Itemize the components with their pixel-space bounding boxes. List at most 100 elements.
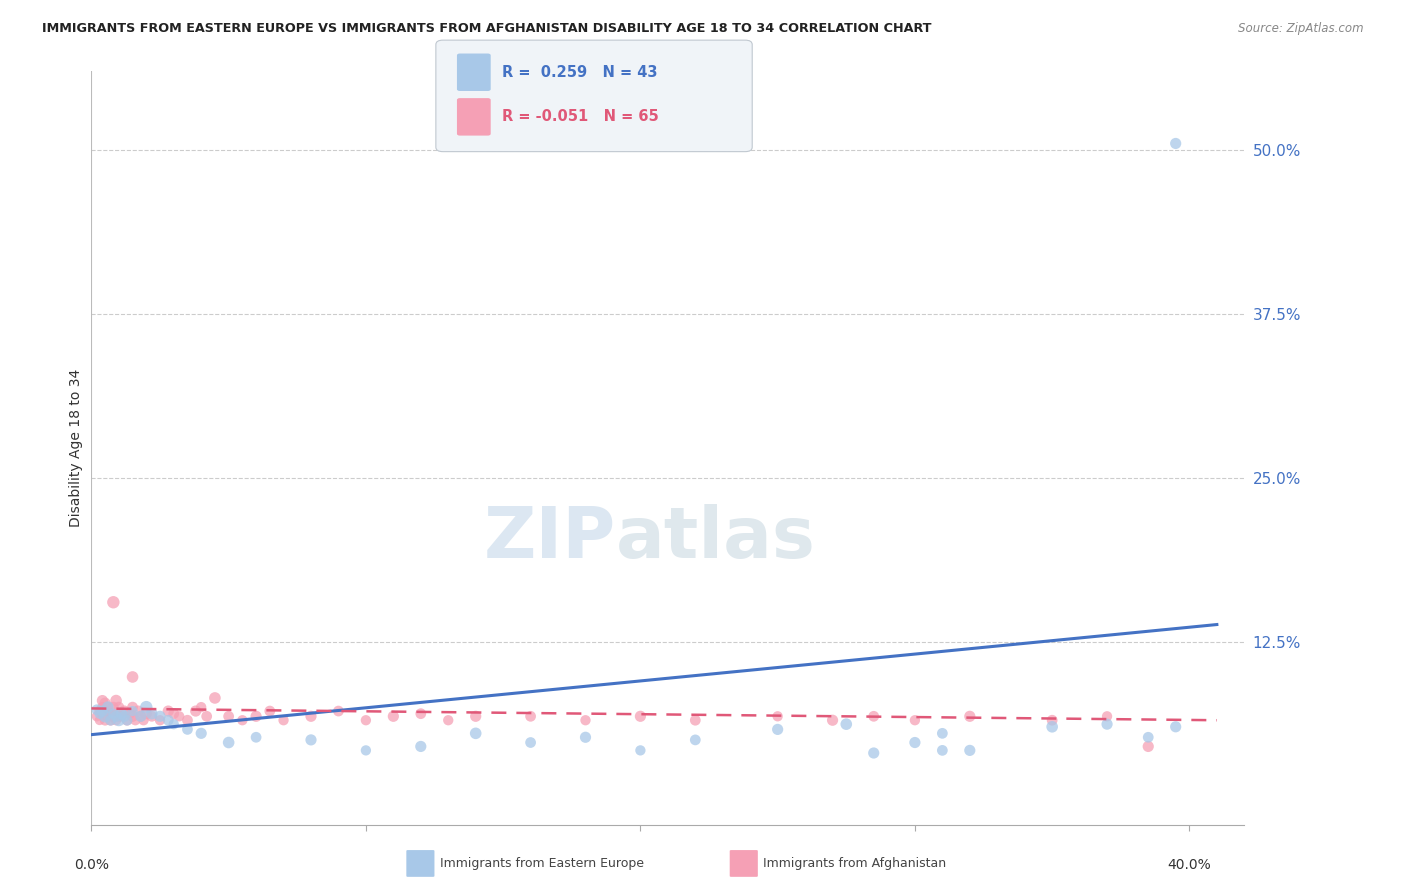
Point (124, 713, 146, 727)
Y-axis label: Disability Age 18 to 34: Disability Age 18 to 34 (69, 369, 83, 527)
Point (86, 703, 108, 717)
Point (105, 713, 128, 727)
Point (141, 709, 163, 723)
Point (110, 706, 132, 721)
Point (91, 704, 114, 718)
Point (97, 709, 120, 723)
Point (1040, 713, 1063, 727)
Point (1095, 709, 1118, 723)
Point (245, 709, 267, 723)
Point (176, 723, 198, 737)
Point (464, 726, 486, 740)
Point (141, 706, 163, 721)
Point (184, 704, 207, 718)
Point (149, 709, 172, 723)
Point (97, 700, 120, 714)
Point (1040, 720, 1063, 734)
Point (149, 713, 172, 727)
Point (135, 706, 157, 721)
Point (103, 595, 125, 609)
Point (628, 709, 651, 723)
Point (103, 709, 125, 723)
Point (1164, 136, 1187, 151)
Point (97, 700, 120, 714)
Point (89, 704, 111, 718)
Text: R = -0.051   N = 65: R = -0.051 N = 65 (502, 110, 658, 124)
Point (129, 709, 152, 723)
Point (121, 670, 143, 684)
Point (1137, 739, 1160, 754)
Point (354, 743, 377, 757)
Text: ZIP: ZIP (484, 504, 616, 574)
Point (231, 713, 253, 727)
Point (409, 739, 432, 754)
Point (204, 690, 226, 705)
Point (86, 709, 108, 723)
Point (1095, 717, 1118, 731)
Point (628, 743, 651, 757)
Text: 40.0%: 40.0% (1167, 858, 1212, 871)
Point (354, 713, 377, 727)
Point (112, 709, 135, 723)
Point (105, 693, 128, 707)
Text: 0.0%: 0.0% (75, 858, 108, 871)
Point (382, 709, 405, 723)
Point (519, 709, 541, 723)
Point (959, 743, 981, 757)
Point (110, 709, 132, 723)
Point (519, 735, 541, 749)
Point (89, 713, 111, 727)
Point (157, 704, 180, 718)
Point (862, 746, 884, 760)
Point (273, 713, 295, 727)
Point (100, 713, 122, 727)
Point (121, 700, 143, 714)
Point (167, 709, 190, 723)
Point (862, 709, 884, 723)
Point (127, 704, 149, 718)
Point (94, 713, 117, 727)
Text: IMMIGRANTS FROM EASTERN EUROPE VS IMMIGRANTS FROM AFGHANISTAN DISABILITY AGE 18 : IMMIGRANTS FROM EASTERN EUROPE VS IMMIGR… (42, 22, 932, 36)
Point (685, 732, 707, 747)
Point (1137, 731, 1160, 745)
Point (195, 709, 218, 723)
Point (94, 704, 117, 718)
Point (821, 713, 844, 727)
Point (245, 731, 267, 745)
Point (115, 713, 138, 727)
Point (904, 713, 927, 727)
Text: R =  0.259   N = 43: R = 0.259 N = 43 (502, 65, 658, 79)
Text: Immigrants from Eastern Europe: Immigrants from Eastern Europe (440, 857, 644, 870)
Point (132, 713, 155, 727)
Point (574, 731, 596, 745)
Point (112, 704, 135, 718)
Point (176, 713, 198, 727)
Point (157, 713, 180, 727)
Point (91, 693, 114, 707)
Point (1164, 720, 1187, 734)
Point (135, 700, 157, 714)
Point (766, 723, 789, 737)
Point (163, 706, 186, 721)
Point (118, 706, 141, 721)
Point (89, 706, 111, 721)
Point (190, 726, 212, 740)
Point (218, 709, 240, 723)
Point (108, 713, 131, 727)
Point (835, 717, 858, 731)
Text: Source: ZipAtlas.com: Source: ZipAtlas.com (1239, 22, 1364, 36)
Point (959, 709, 981, 723)
Point (464, 709, 486, 723)
Point (129, 709, 152, 723)
Point (409, 706, 432, 721)
Point (100, 713, 122, 727)
Point (115, 713, 138, 727)
Point (121, 704, 143, 718)
Point (108, 709, 131, 723)
Point (766, 709, 789, 723)
Point (163, 717, 186, 731)
Text: Immigrants from Afghanistan: Immigrants from Afghanistan (763, 857, 946, 870)
Point (94, 696, 117, 710)
Point (94, 709, 117, 723)
Point (91, 700, 114, 714)
